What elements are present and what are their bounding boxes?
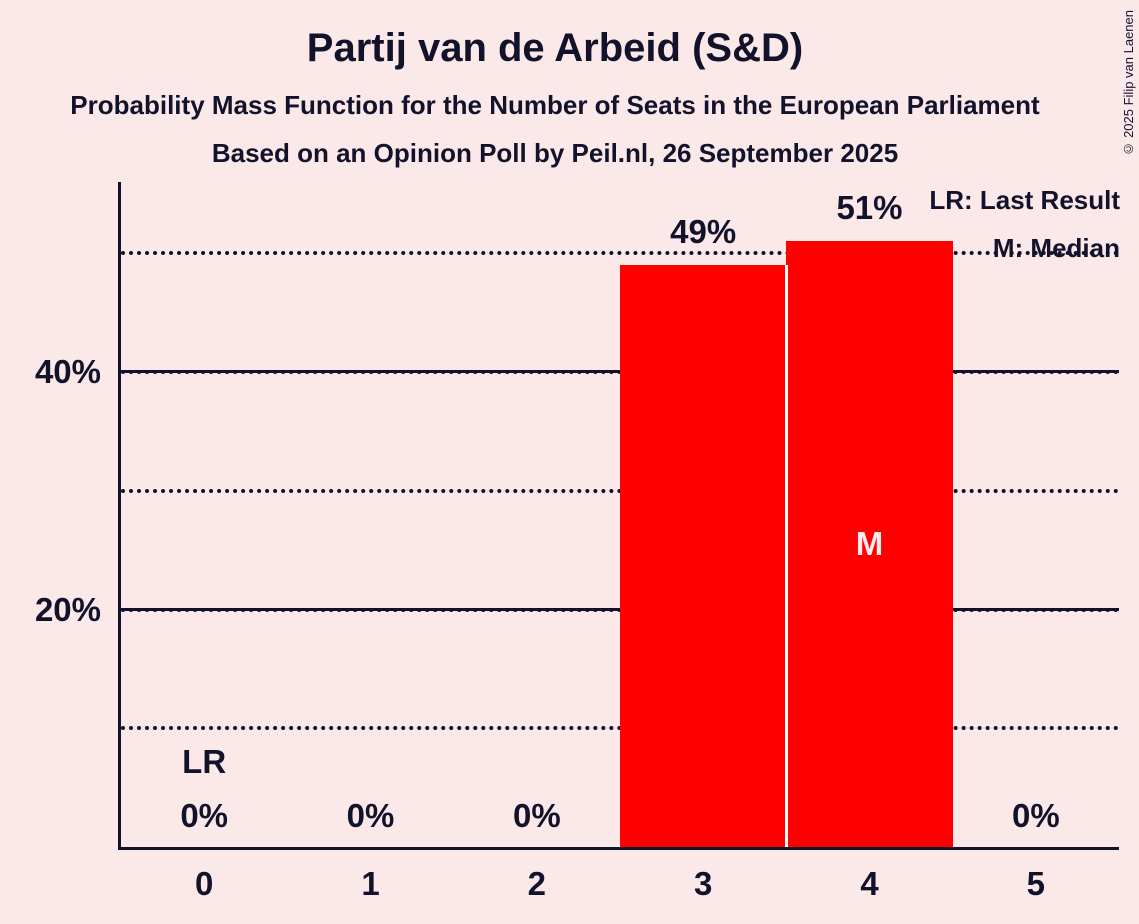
bar-value-label: 49% (670, 213, 737, 251)
x-axis-label-5: 5 (1026, 865, 1045, 902)
chart-source-line: Based on an Opinion Poll by Peil.nl, 26 … (211, 138, 899, 168)
legend-last-result: LR: Last Result (929, 185, 1120, 215)
legend-median: M: Median (992, 233, 1120, 263)
median-annotation: M (855, 525, 884, 562)
bar-value-label: 51% (836, 189, 903, 227)
zero-value-label: 0% (346, 797, 395, 834)
zero-value-label: 0% (512, 797, 561, 834)
zero-value-label: 0% (180, 797, 229, 834)
x-axis-label-4: 4 (860, 865, 879, 902)
chart-title: Partij van de Arbeid (S&D) (306, 26, 804, 70)
bar-seats-3 (620, 265, 787, 847)
x-axis-label-3: 3 (693, 865, 713, 902)
last-result-annotation: LR (182, 743, 227, 780)
x-axis-label-2: 2 (527, 865, 546, 902)
gridline-50pct (121, 251, 1119, 256)
x-axis-label-1: 1 (361, 865, 380, 902)
copyright-notice: © 2025 Filip van Laenen (1121, 10, 1136, 157)
zero-value-label: 0% (1011, 797, 1060, 834)
chart-subtitle: Probability Mass Function for the Number… (70, 90, 1040, 120)
y-axis-label-20%: 20% (34, 590, 101, 628)
plot-area: 0% 0% 0% 49% 51% 0% LR M (118, 182, 1119, 850)
bar-seats-4 (786, 241, 953, 847)
x-axis-label-0: 0 (194, 865, 214, 902)
y-axis-label-40%: 40% (34, 353, 101, 390)
bar-divider (784, 265, 788, 847)
